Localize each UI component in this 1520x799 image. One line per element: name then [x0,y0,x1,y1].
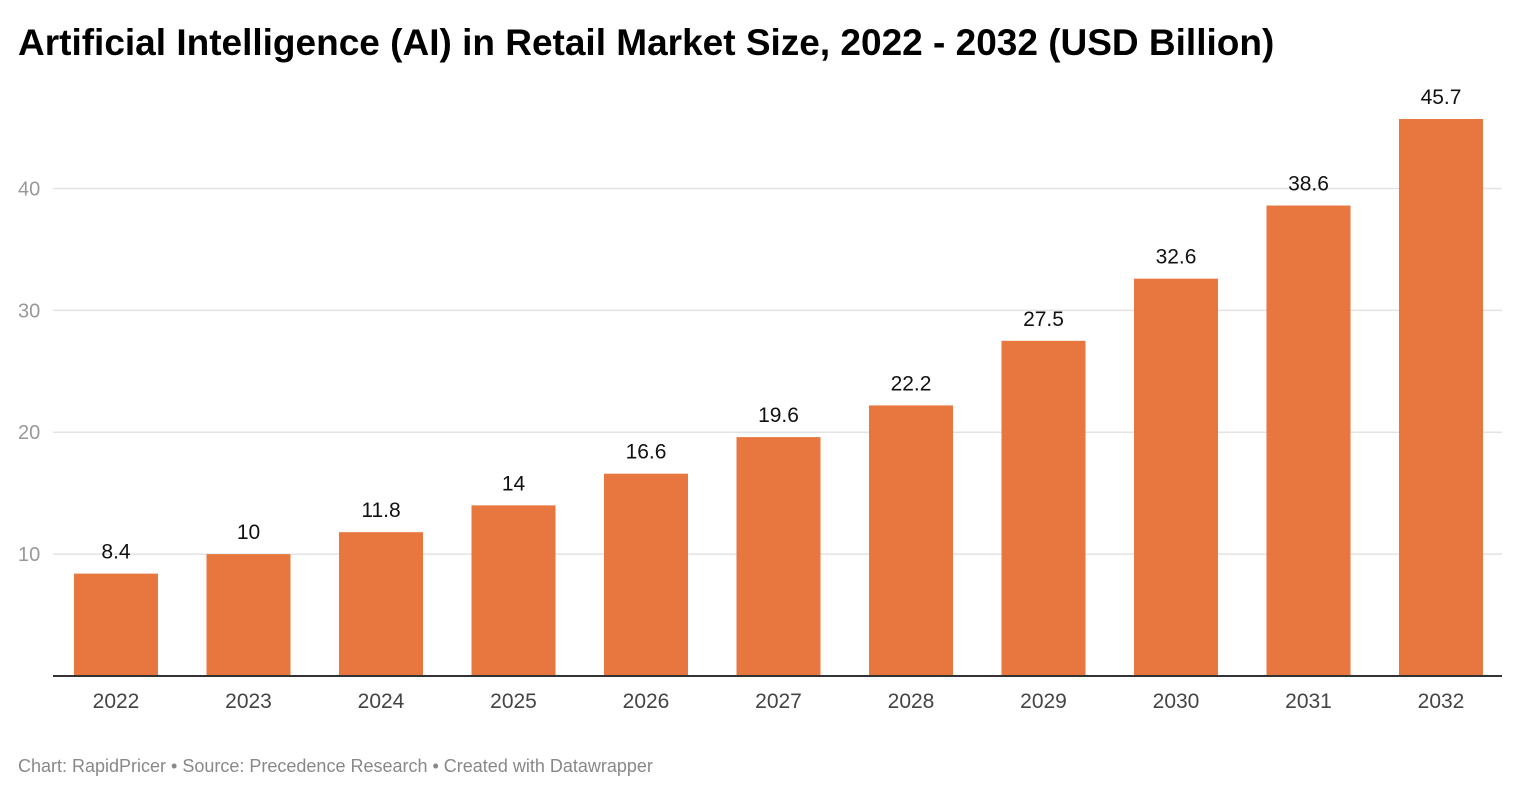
value-label-2032: 45.7 [1421,86,1462,109]
bar-2026 [604,473,688,676]
x-tick-label-2024: 2024 [358,690,405,713]
bar-2030 [1134,278,1218,676]
x-tick-label-2022: 2022 [93,690,140,713]
y-tick-label: 20 [18,422,40,444]
x-tick-label-2031: 2031 [1285,690,1332,713]
value-label-2031: 38.6 [1288,173,1329,196]
x-tick-label-2029: 2029 [1020,690,1067,713]
x-tick-label-2032: 2032 [1418,690,1465,713]
chart-footer: Chart: RapidPricer • Source: Precedence … [18,756,653,776]
x-tick-label-2027: 2027 [755,690,802,713]
x-axis-ticks: 2022 2023 2024 2025 2026 2027 2028 2029 2030 2031… [93,690,1465,713]
bar-2031 [1266,205,1351,676]
y-axis-ticks: 10 20 30 40 [18,178,40,566]
value-label-2029: 27.5 [1023,308,1064,331]
bar-2024 [339,532,423,676]
y-tick-label: 10 [18,544,40,566]
bar-2023 [206,554,291,676]
value-label-2030: 32.6 [1156,246,1197,269]
chart-title: Artificial Intelligence (AI) in Retail M… [18,22,1275,63]
gridlines [53,187,1502,555]
bar-2028 [869,405,953,676]
value-label-2027: 19.6 [758,404,799,427]
x-tick-label-2028: 2028 [888,690,935,713]
value-label-2022: 8.4 [101,541,131,564]
bars [74,119,1483,676]
bar-2022 [74,573,158,676]
value-label-2024: 11.8 [361,499,400,522]
y-tick-label: 40 [18,178,40,200]
value-label-2028: 22.2 [891,372,932,395]
value-label-2025: 14 [502,472,526,495]
value-label-2023: 10 [237,521,260,544]
bar-2025 [471,505,556,676]
value-label-2026: 16.6 [626,441,667,464]
value-labels: 8.4 10 11.8 14 16.6 19.6 22.2 27.5 32.6 38.6 45.7 [101,86,1461,564]
bar-2032 [1399,119,1483,676]
y-tick-label: 30 [18,300,40,322]
x-tick-label-2030: 2030 [1153,690,1200,713]
bar-2027 [736,437,821,676]
x-tick-label-2025: 2025 [490,690,537,713]
x-tick-label-2023: 2023 [225,690,272,713]
x-tick-label-2026: 2026 [623,690,670,713]
bar-2029 [1001,340,1086,676]
